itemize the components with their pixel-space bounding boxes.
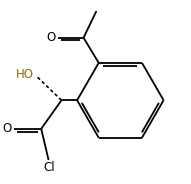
Text: Cl: Cl xyxy=(44,161,55,174)
Text: O: O xyxy=(2,122,11,135)
Text: HO: HO xyxy=(16,68,34,81)
Text: O: O xyxy=(46,31,55,44)
